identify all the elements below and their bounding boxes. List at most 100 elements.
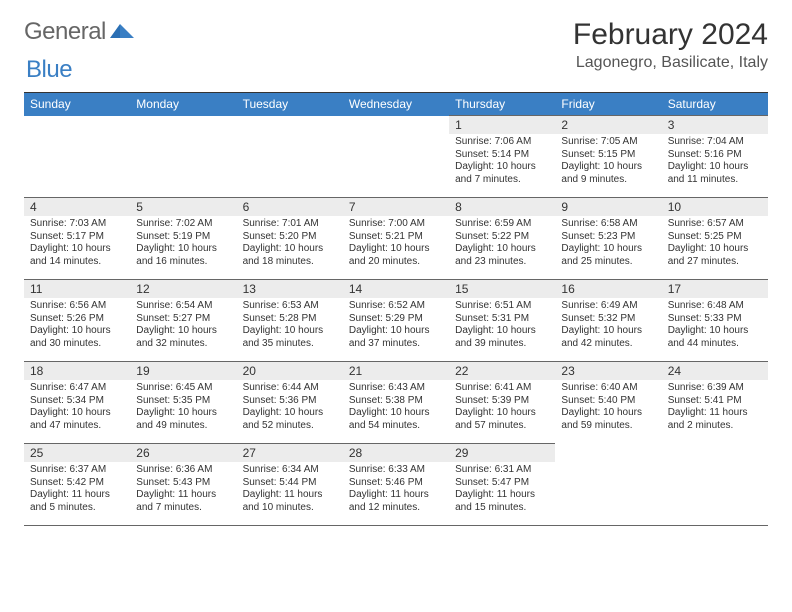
day-number: 27 [237,444,343,462]
day-cell: 23Sunrise: 6:40 AMSunset: 5:40 PMDayligh… [555,362,661,444]
day-info: Sunrise: 6:48 AMSunset: 5:33 PMDaylight:… [662,298,768,354]
day-number: 18 [24,362,130,380]
title-block: February 2024 Lagonegro, Basilicate, Ita… [573,18,768,72]
day-cell: 27Sunrise: 6:34 AMSunset: 5:44 PMDayligh… [237,444,343,526]
day-cell: 6Sunrise: 7:01 AMSunset: 5:20 PMDaylight… [237,198,343,280]
day-cell: 12Sunrise: 6:54 AMSunset: 5:27 PMDayligh… [130,280,236,362]
day-info: Sunrise: 6:45 AMSunset: 5:35 PMDaylight:… [130,380,236,436]
day-number: 6 [237,198,343,216]
day-number: 25 [24,444,130,462]
table-row: 4Sunrise: 7:03 AMSunset: 5:17 PMDaylight… [24,198,768,280]
day-number: 26 [130,444,236,462]
day-cell: 13Sunrise: 6:53 AMSunset: 5:28 PMDayligh… [237,280,343,362]
day-number: 11 [24,280,130,298]
day-cell [130,116,236,198]
day-cell: 20Sunrise: 6:44 AMSunset: 5:36 PMDayligh… [237,362,343,444]
logo-text-blue: Blue [26,56,72,83]
day-cell: 3Sunrise: 7:04 AMSunset: 5:16 PMDaylight… [662,116,768,198]
day-info: Sunrise: 6:44 AMSunset: 5:36 PMDaylight:… [237,380,343,436]
day-number: 24 [662,362,768,380]
day-number: 12 [130,280,236,298]
day-info: Sunrise: 7:04 AMSunset: 5:16 PMDaylight:… [662,134,768,190]
day-cell: 7Sunrise: 7:00 AMSunset: 5:21 PMDaylight… [343,198,449,280]
day-number: 15 [449,280,555,298]
day-info: Sunrise: 6:34 AMSunset: 5:44 PMDaylight:… [237,462,343,518]
day-number: 29 [449,444,555,462]
day-info: Sunrise: 6:49 AMSunset: 5:32 PMDaylight:… [555,298,661,354]
day-info: Sunrise: 6:40 AMSunset: 5:40 PMDaylight:… [555,380,661,436]
day-info: Sunrise: 6:47 AMSunset: 5:34 PMDaylight:… [24,380,130,436]
day-cell: 10Sunrise: 6:57 AMSunset: 5:25 PMDayligh… [662,198,768,280]
logo-text-general: General [24,18,106,46]
day-number: 9 [555,198,661,216]
day-info: Sunrise: 6:37 AMSunset: 5:42 PMDaylight:… [24,462,130,518]
day-info: Sunrise: 6:39 AMSunset: 5:41 PMDaylight:… [662,380,768,436]
day-number: 10 [662,198,768,216]
day-number: 3 [662,116,768,134]
day-cell: 14Sunrise: 6:52 AMSunset: 5:29 PMDayligh… [343,280,449,362]
day-info: Sunrise: 6:58 AMSunset: 5:23 PMDaylight:… [555,216,661,272]
day-info: Sunrise: 6:56 AMSunset: 5:26 PMDaylight:… [24,298,130,354]
day-cell: 28Sunrise: 6:33 AMSunset: 5:46 PMDayligh… [343,444,449,526]
day-number: 4 [24,198,130,216]
day-number: 23 [555,362,661,380]
day-cell [662,444,768,526]
day-number: 1 [449,116,555,134]
day-cell: 29Sunrise: 6:31 AMSunset: 5:47 PMDayligh… [449,444,555,526]
table-bottom-rule [24,526,768,527]
day-cell: 5Sunrise: 7:02 AMSunset: 5:19 PMDaylight… [130,198,236,280]
day-info: Sunrise: 7:01 AMSunset: 5:20 PMDaylight:… [237,216,343,272]
day-cell: 11Sunrise: 6:56 AMSunset: 5:26 PMDayligh… [24,280,130,362]
day-cell: 18Sunrise: 6:47 AMSunset: 5:34 PMDayligh… [24,362,130,444]
day-info: Sunrise: 6:54 AMSunset: 5:27 PMDaylight:… [130,298,236,354]
day-cell: 4Sunrise: 7:03 AMSunset: 5:17 PMDaylight… [24,198,130,280]
logo: General [24,18,138,46]
day-info: Sunrise: 7:00 AMSunset: 5:21 PMDaylight:… [343,216,449,272]
day-cell: 26Sunrise: 6:36 AMSunset: 5:43 PMDayligh… [130,444,236,526]
day-number: 7 [343,198,449,216]
day-number: 28 [343,444,449,462]
day-number: 8 [449,198,555,216]
weekday-header: Tuesday [237,93,343,116]
weekday-header: Wednesday [343,93,449,116]
day-cell: 17Sunrise: 6:48 AMSunset: 5:33 PMDayligh… [662,280,768,362]
day-number: 22 [449,362,555,380]
weekday-header: Sunday [24,93,130,116]
day-info: Sunrise: 6:52 AMSunset: 5:29 PMDaylight:… [343,298,449,354]
month-title: February 2024 [573,18,768,52]
day-cell: 8Sunrise: 6:59 AMSunset: 5:22 PMDaylight… [449,198,555,280]
day-number: 13 [237,280,343,298]
day-number: 16 [555,280,661,298]
calendar-body: 1Sunrise: 7:06 AMSunset: 5:14 PMDaylight… [24,116,768,526]
day-number: 2 [555,116,661,134]
day-info: Sunrise: 6:57 AMSunset: 5:25 PMDaylight:… [662,216,768,272]
day-cell [237,116,343,198]
day-info: Sunrise: 6:43 AMSunset: 5:38 PMDaylight:… [343,380,449,436]
weekday-header: Friday [555,93,661,116]
day-info: Sunrise: 6:51 AMSunset: 5:31 PMDaylight:… [449,298,555,354]
day-number: 21 [343,362,449,380]
day-info: Sunrise: 6:41 AMSunset: 5:39 PMDaylight:… [449,380,555,436]
day-number: 14 [343,280,449,298]
table-row: 25Sunrise: 6:37 AMSunset: 5:42 PMDayligh… [24,444,768,526]
day-number: 5 [130,198,236,216]
day-number: 19 [130,362,236,380]
day-cell: 9Sunrise: 6:58 AMSunset: 5:23 PMDaylight… [555,198,661,280]
day-info: Sunrise: 6:53 AMSunset: 5:28 PMDaylight:… [237,298,343,354]
day-info: Sunrise: 7:03 AMSunset: 5:17 PMDaylight:… [24,216,130,272]
calendar-grid: SundayMondayTuesdayWednesdayThursdayFrid… [24,92,768,526]
day-cell: 15Sunrise: 6:51 AMSunset: 5:31 PMDayligh… [449,280,555,362]
weekday-header: Thursday [449,93,555,116]
day-cell: 16Sunrise: 6:49 AMSunset: 5:32 PMDayligh… [555,280,661,362]
day-cell: 2Sunrise: 7:05 AMSunset: 5:15 PMDaylight… [555,116,661,198]
day-cell: 19Sunrise: 6:45 AMSunset: 5:35 PMDayligh… [130,362,236,444]
day-info: Sunrise: 6:33 AMSunset: 5:46 PMDaylight:… [343,462,449,518]
day-info: Sunrise: 7:02 AMSunset: 5:19 PMDaylight:… [130,216,236,272]
weekday-header: Saturday [662,93,768,116]
day-cell [24,116,130,198]
day-info: Sunrise: 6:59 AMSunset: 5:22 PMDaylight:… [449,216,555,272]
day-cell: 1Sunrise: 7:06 AMSunset: 5:14 PMDaylight… [449,116,555,198]
day-info: Sunrise: 7:06 AMSunset: 5:14 PMDaylight:… [449,134,555,190]
day-cell [555,444,661,526]
day-number: 17 [662,280,768,298]
